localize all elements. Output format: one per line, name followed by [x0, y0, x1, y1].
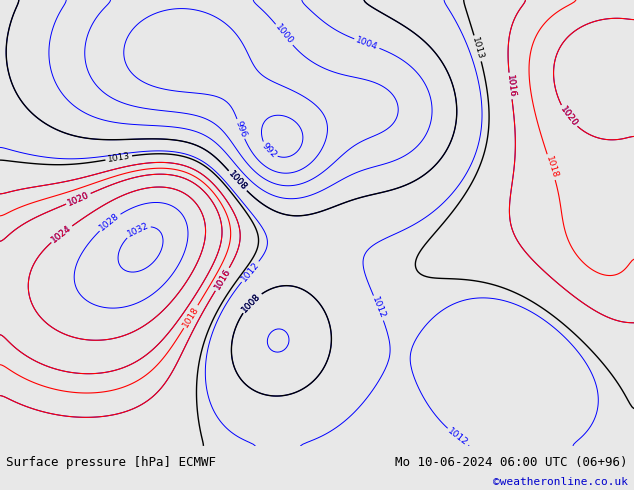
Text: 1018: 1018 [543, 155, 559, 179]
Text: Mo 10-06-2024 06:00 UTC (06+96): Mo 10-06-2024 06:00 UTC (06+96) [395, 456, 628, 469]
Text: 992: 992 [260, 141, 278, 160]
Text: 1008: 1008 [226, 170, 249, 193]
Text: 1020: 1020 [66, 190, 91, 207]
Text: 1016: 1016 [212, 267, 232, 292]
Text: 996: 996 [233, 119, 248, 139]
Text: 1016: 1016 [505, 74, 516, 98]
Text: 1012: 1012 [370, 296, 387, 320]
Text: 1000: 1000 [273, 23, 295, 47]
Text: 1018: 1018 [181, 305, 201, 329]
Text: 1013: 1013 [107, 151, 131, 164]
Text: 1032: 1032 [126, 221, 150, 239]
Text: 1008: 1008 [226, 170, 249, 193]
Text: 1012: 1012 [446, 426, 470, 447]
Text: 1024: 1024 [50, 223, 73, 245]
Text: 1020: 1020 [558, 104, 579, 128]
Text: 1008: 1008 [240, 291, 262, 314]
Text: 1008: 1008 [240, 291, 262, 314]
Text: Surface pressure [hPa] ECMWF: Surface pressure [hPa] ECMWF [6, 456, 216, 469]
Text: 1012: 1012 [240, 260, 261, 283]
Text: 1016: 1016 [505, 74, 516, 98]
Text: 1004: 1004 [354, 35, 379, 52]
Text: 1028: 1028 [98, 211, 121, 233]
Text: 1013: 1013 [470, 36, 485, 61]
Text: 1020: 1020 [66, 190, 91, 207]
Text: 1016: 1016 [212, 267, 232, 292]
Text: 1020: 1020 [558, 104, 579, 128]
Text: 1024: 1024 [50, 223, 73, 245]
Text: ©weatheronline.co.uk: ©weatheronline.co.uk [493, 477, 628, 487]
